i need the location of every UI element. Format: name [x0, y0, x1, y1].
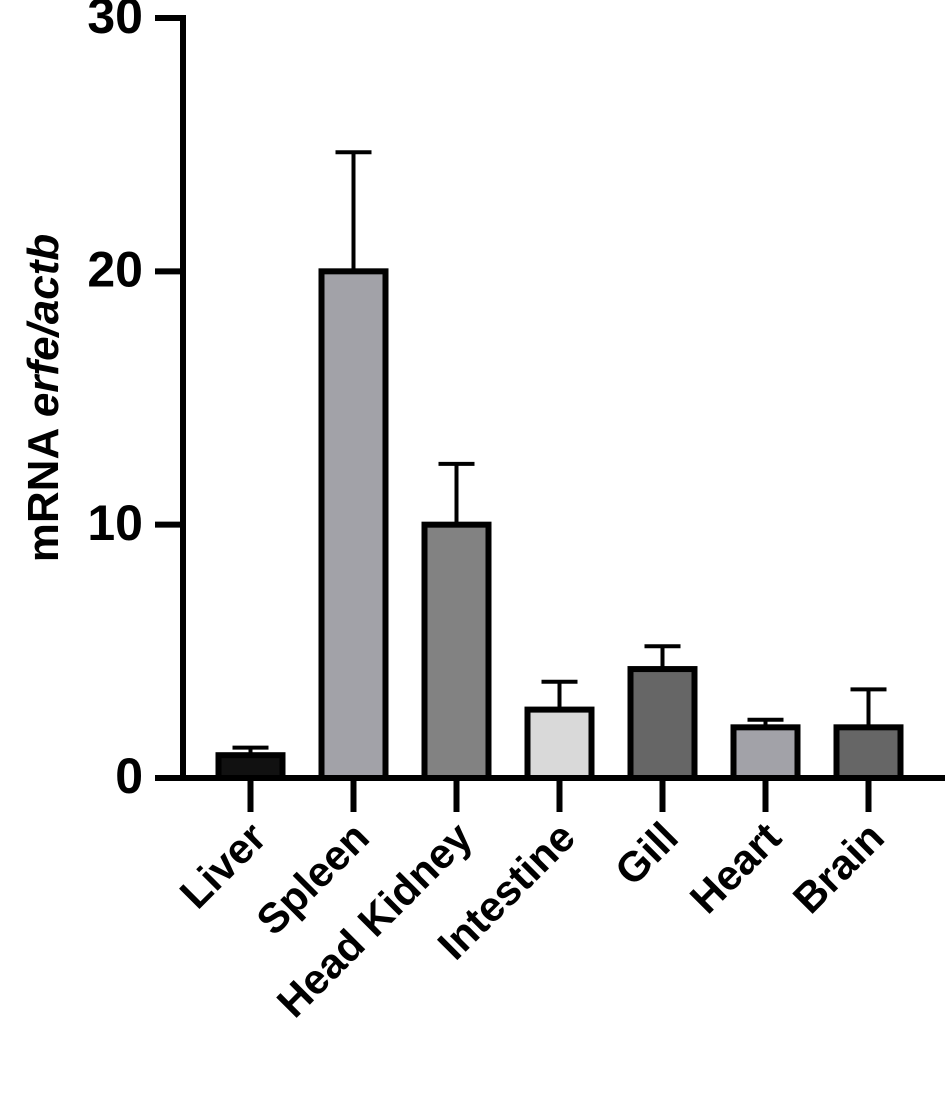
bar	[730, 724, 801, 781]
y-tick-label: 30	[87, 0, 143, 44]
bar	[833, 724, 904, 781]
bar	[318, 268, 389, 781]
x-tick-label: Gill	[606, 813, 687, 894]
y-tick-label: 0	[115, 748, 143, 804]
y-label-italic: erfe/actb	[19, 234, 68, 417]
bar	[627, 666, 698, 781]
y-label-text: mRNA	[19, 429, 68, 563]
y-axis-label: mRNA erfe/actb	[19, 234, 68, 562]
x-tick-label: Brain	[784, 813, 893, 922]
bar	[215, 752, 286, 782]
x-tick-label: Heart	[681, 813, 790, 922]
bar	[421, 521, 492, 782]
bar	[524, 706, 595, 781]
y-tick-label: 20	[87, 242, 143, 298]
y-tick-label: 10	[87, 495, 143, 551]
